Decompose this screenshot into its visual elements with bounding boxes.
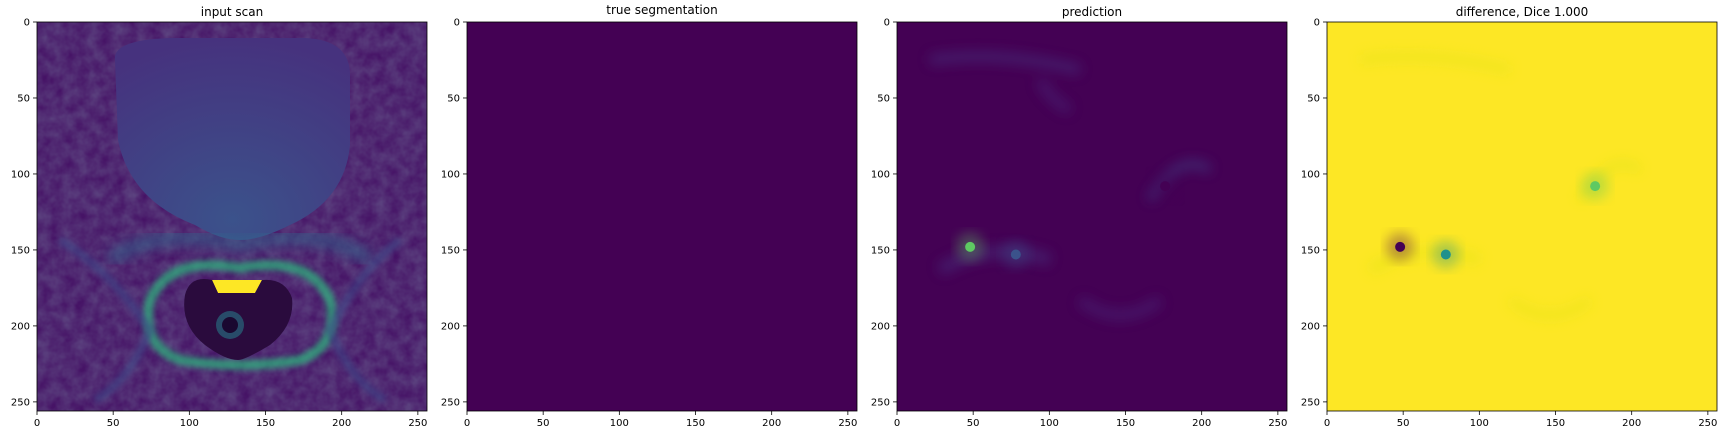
panel-title-difference: difference, Dice 1.000 [1456, 5, 1589, 19]
y-tick-label: 50 [447, 93, 460, 104]
yaxis-prediction: 0 50 100 150 200 250 [871, 18, 897, 408]
panel-prediction: prediction 0 50 100 150 200 250 0 50 100 150 200 2… [871, 5, 1288, 429]
y-tick-label: 0 [24, 18, 30, 29]
bright-band [212, 280, 262, 293]
x-tick-label: 250 [1698, 418, 1717, 429]
y-tick-label: 200 [1301, 321, 1320, 332]
spot-core [1395, 241, 1406, 252]
y-tick-label: 250 [1301, 397, 1320, 408]
y-tick-label: 100 [11, 169, 30, 180]
x-tick-label: 200 [332, 418, 351, 429]
x-tick-label: 150 [1116, 418, 1135, 429]
y-tick-label: 50 [1307, 93, 1320, 104]
y-tick-label: 100 [441, 169, 460, 180]
panel-title-input-scan: input scan [201, 5, 264, 19]
y-tick-label: 100 [1301, 169, 1320, 180]
x-tick-label: 0 [34, 418, 40, 429]
heatmap-input-scan [37, 22, 427, 411]
y-tick-label: 0 [454, 18, 460, 29]
x-tick-label: 150 [256, 418, 275, 429]
heatmap-difference [1327, 22, 1717, 411]
panel-title-prediction: prediction [1062, 5, 1122, 19]
x-tick-label: 50 [1397, 418, 1410, 429]
x-tick-label: 150 [686, 418, 705, 429]
heatmap-prediction [897, 22, 1287, 411]
y-tick-label: 50 [877, 93, 890, 104]
spot-core [1590, 181, 1601, 192]
x-tick-label: 200 [1192, 418, 1211, 429]
y-tick-label: 200 [441, 321, 460, 332]
y-tick-label: 150 [871, 245, 890, 256]
x-tick-label: 200 [1622, 418, 1641, 429]
spot-core [965, 241, 976, 252]
x-tick-label: 250 [838, 418, 857, 429]
x-tick-label: 100 [1040, 418, 1059, 429]
y-tick-label: 0 [884, 18, 890, 29]
x-tick-label: 100 [180, 418, 199, 429]
hotspot-layer [956, 172, 1180, 269]
x-tick-label: 0 [1324, 418, 1330, 429]
x-tick-label: 250 [1268, 418, 1287, 429]
x-tick-label: 50 [967, 418, 980, 429]
y-tick-label: 200 [871, 321, 890, 332]
yaxis-input-scan: 0 50 100 150 200 250 [11, 18, 37, 408]
spot-core [1440, 249, 1451, 260]
spot-core [1160, 181, 1171, 192]
xaxis-true-segmentation: 0 50 100 150 200 250 [464, 411, 857, 429]
coldspot-layer [1386, 172, 1610, 269]
x-tick-label: 150 [1546, 418, 1565, 429]
y-tick-label: 0 [1314, 18, 1320, 29]
xaxis-input-scan: 0 50 100 150 200 250 [34, 411, 427, 429]
x-tick-label: 100 [1470, 418, 1489, 429]
y-tick-label: 150 [441, 245, 460, 256]
panel-title-true-segmentation: true segmentation [606, 3, 717, 17]
x-tick-label: 200 [762, 418, 781, 429]
x-tick-label: 250 [408, 418, 427, 429]
x-tick-label: 50 [537, 418, 550, 429]
x-tick-label: 100 [610, 418, 629, 429]
panel-difference: difference, Dice 1.000 0 50 100 150 200 250 0… [1301, 5, 1718, 429]
x-tick-label: 0 [894, 418, 900, 429]
y-tick-label: 150 [11, 245, 30, 256]
panel-input-scan: input scan 0 50 100 150 200 250 0 50 100 150 200 2… [11, 5, 428, 429]
panel-true-segmentation: true segmentation 0 50 100 150 200 250 0 50 100… [441, 3, 858, 429]
yaxis-difference: 0 50 100 150 200 250 [1301, 18, 1327, 408]
x-tick-label: 0 [464, 418, 470, 429]
spot-core [1010, 249, 1021, 260]
heatmap-true-segmentation [467, 22, 857, 411]
y-tick-label: 250 [441, 397, 460, 408]
y-tick-label: 50 [17, 93, 30, 104]
xaxis-difference: 0 50 100 150 200 250 [1324, 411, 1717, 429]
yaxis-true-segmentation: 0 50 100 150 200 250 [441, 18, 467, 408]
xaxis-prediction: 0 50 100 150 200 250 [894, 411, 1287, 429]
bladder-region [114, 38, 350, 240]
x-tick-label: 50 [107, 418, 120, 429]
y-tick-label: 250 [871, 397, 890, 408]
y-tick-label: 150 [1301, 245, 1320, 256]
y-tick-label: 100 [871, 169, 890, 180]
y-tick-label: 200 [11, 321, 30, 332]
y-tick-label: 250 [11, 397, 30, 408]
